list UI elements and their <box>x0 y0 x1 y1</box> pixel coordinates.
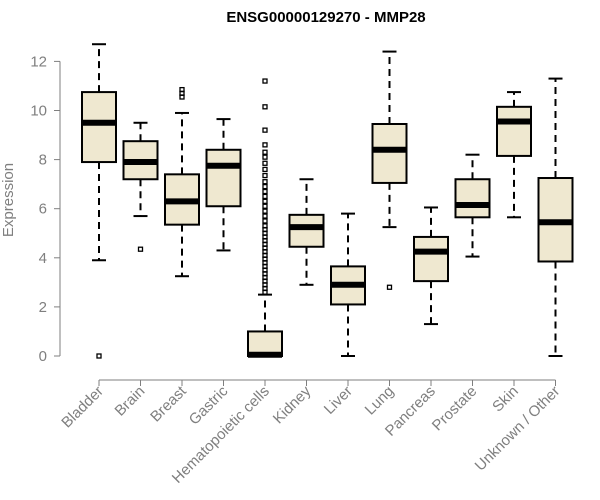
iqr-box <box>205 148 242 208</box>
box-kidney <box>288 178 325 286</box>
iqr-box <box>496 105 532 157</box>
box-gastric <box>205 118 242 252</box>
outlier-point <box>262 193 268 200</box>
outlier-point <box>262 179 268 185</box>
box-pancreas <box>413 206 449 326</box>
y-tick-label: 6 <box>39 201 47 218</box>
x-tick-label: Kidney <box>270 382 315 427</box>
iqr-box <box>81 91 117 164</box>
outlier-point <box>262 218 268 224</box>
box-liver <box>330 212 366 357</box>
outlier-point <box>262 104 268 110</box>
outlier-point <box>262 166 268 173</box>
outlier-point <box>96 353 102 359</box>
outlier-point <box>262 188 268 195</box>
outlier-point <box>262 172 268 179</box>
outlier-point <box>262 149 268 155</box>
box-bladder <box>81 43 117 359</box>
outlier-point <box>137 246 144 252</box>
chart-title: ENSG00000129270 - MMP28 <box>226 9 425 26</box>
y-axis-label: Expression <box>0 163 17 237</box>
boxes <box>81 43 574 359</box>
outlier-point <box>262 78 268 84</box>
outlier-point <box>262 127 268 133</box>
y-tick-label: 4 <box>39 250 47 267</box>
box-lung <box>371 50 408 290</box>
x-tick-label: Breast <box>147 382 190 425</box>
x-tick-label: Bladder <box>58 383 107 432</box>
outlier-point <box>262 154 268 160</box>
y-tick-label: 12 <box>30 53 47 70</box>
box-skin <box>496 91 532 219</box>
x-tick-label: Liver <box>321 383 356 418</box>
box-prostate <box>454 153 491 258</box>
y-tick-label: 2 <box>39 299 47 316</box>
iqr-box <box>413 235 449 283</box>
y-tick-label: 8 <box>39 152 47 169</box>
y-tick-label: 0 <box>39 348 47 365</box>
x-tick-label: Lung <box>362 383 398 419</box>
x-tick-label: Skin <box>489 383 522 416</box>
outlier-point <box>262 213 268 219</box>
x-tick-label: Brain <box>112 383 149 420</box>
y-tick-label: 10 <box>30 103 47 120</box>
outlier-point <box>262 198 268 204</box>
box-brain <box>122 121 159 252</box>
outlier-point <box>179 86 185 93</box>
box-hematopoietic-cells <box>247 78 283 358</box>
outlier-point <box>262 208 268 214</box>
outlier-point <box>262 203 268 209</box>
x-tick-label: Prostate <box>429 383 481 435</box>
iqr-box <box>288 213 325 248</box>
box-breast <box>164 86 200 278</box>
outlier-point <box>262 160 268 166</box>
iqr-box <box>454 178 491 219</box>
outlier-point <box>386 284 393 290</box>
outlier-point <box>262 183 268 190</box>
iqr-box <box>371 123 408 184</box>
outlier-point <box>262 223 268 229</box>
box-unknown-other <box>537 77 574 357</box>
outlier-point <box>262 142 268 148</box>
